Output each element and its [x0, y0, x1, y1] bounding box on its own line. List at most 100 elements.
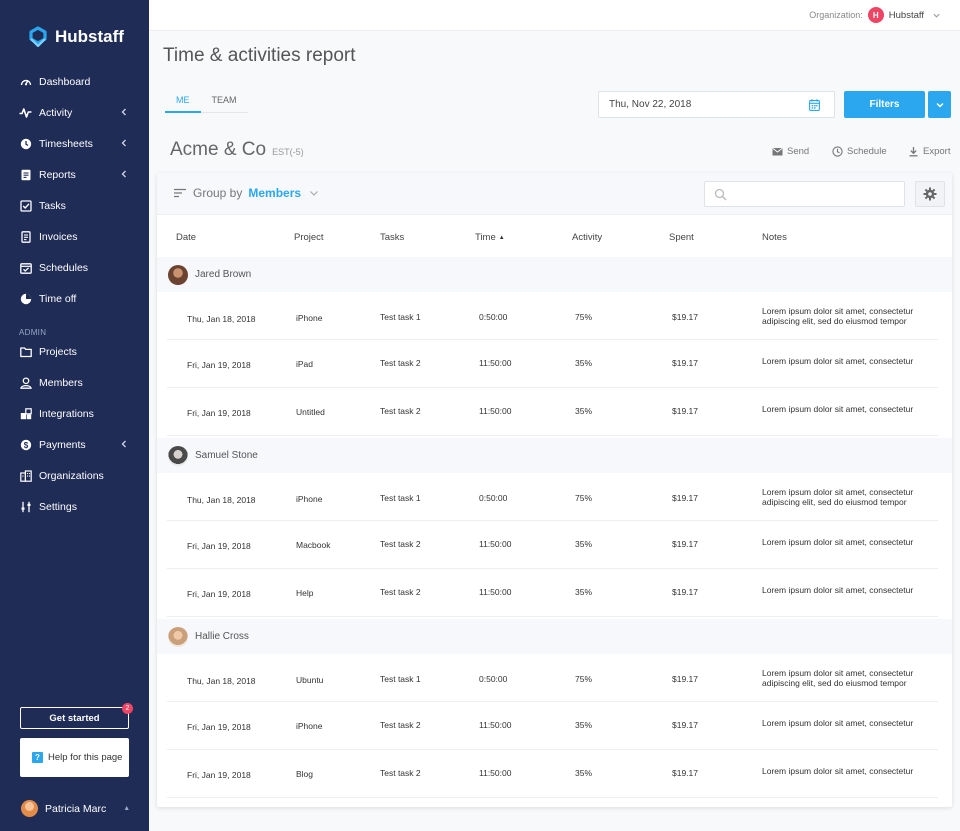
help-icon: ?: [32, 752, 43, 763]
member-name: Jared Brown: [195, 269, 252, 280]
sidebar-item-label: Tasks: [39, 199, 66, 212]
column-tasks[interactable]: Tasks: [380, 232, 405, 243]
export-button[interactable]: Export: [908, 146, 950, 157]
filters-dropdown-button[interactable]: [928, 91, 951, 118]
get-started-button[interactable]: Get started: [20, 707, 129, 729]
table-row[interactable]: Fri, Jan 19, 2018 iPad Test task 2 11:50:00…: [167, 340, 938, 388]
search-field[interactable]: [704, 181, 905, 207]
report-tabs: ME TEAM: [165, 93, 248, 113]
cell-time: 0:50:00: [479, 493, 508, 503]
schedule-label: Schedule: [847, 146, 887, 157]
cell-date: Fri, Jan 19, 2018: [187, 360, 251, 370]
organization-selector[interactable]: Organization: H Hubstaff: [809, 7, 941, 23]
cell-task: Test task 1: [380, 312, 421, 322]
cell-notes: Lorem ipsum dolor sit amet, consectetur: [762, 718, 914, 728]
cell-activity: 75%: [575, 674, 593, 684]
sidebar-item-label: Settings: [39, 500, 77, 513]
help-for-page-button[interactable]: ? Help for this page: [20, 738, 129, 777]
date-value: Thu, Nov 22, 2018: [609, 99, 692, 110]
cell-task: Test task 2: [380, 539, 421, 549]
cell-task: Test task 2: [380, 587, 421, 597]
page-title: Time & activities report: [163, 45, 356, 66]
cell-spent: $19.17: [672, 674, 698, 684]
date-picker[interactable]: Thu, Nov 22, 2018: [598, 91, 835, 118]
sidebar-item-tasks[interactable]: Tasks: [0, 190, 149, 221]
hubstaff-logo-icon: [29, 26, 47, 48]
get-started-badge: 2: [122, 703, 133, 714]
sidebar-item-dashboard[interactable]: Dashboard: [0, 66, 149, 97]
sidebar-item-organizations[interactable]: Organizations: [0, 460, 149, 491]
column-date[interactable]: Date: [176, 232, 197, 243]
sidebar-item-schedules[interactable]: Schedules: [0, 252, 149, 283]
column-time[interactable]: Time ▲: [475, 232, 505, 243]
download-icon: [909, 147, 918, 157]
column-notes[interactable]: Notes: [762, 232, 787, 243]
sidebar-item-activity[interactable]: Activity: [0, 97, 149, 128]
cell-notes: Lorem ipsum dolor sit amet, consectetur: [762, 404, 914, 414]
send-button[interactable]: Send: [772, 146, 809, 157]
user-menu[interactable]: Patricia Marc ▲: [21, 800, 130, 817]
column-spent[interactable]: Spent: [669, 232, 694, 243]
user-name: Patricia Marc: [45, 802, 107, 815]
activity-icon: [19, 106, 32, 119]
group-by-selector[interactable]: Group by Members: [173, 186, 321, 200]
member-group-row: Jared Brown: [157, 257, 952, 292]
sidebar-item-payments[interactable]: $ Payments: [0, 429, 149, 460]
search-input[interactable]: [733, 186, 898, 203]
table-row[interactable]: Thu, Jan 18, 2018 iPhone Test task 1 0:50:0…: [167, 473, 938, 521]
cell-task: Test task 1: [380, 674, 421, 684]
cell-project: iPhone: [296, 313, 323, 323]
sidebar-item-time-off[interactable]: Time off: [0, 283, 149, 314]
cell-spent: $19.17: [672, 768, 698, 778]
cell-activity: 75%: [575, 493, 593, 503]
table-row[interactable]: Thu, Jan 18, 2018 iPhone Test task 1 0:50:0…: [167, 292, 938, 340]
sidebar-admin-nav: Projects Members Integrations $ Payments Orga…: [0, 336, 149, 522]
cell-spent: $19.17: [672, 493, 698, 503]
tab-team[interactable]: TEAM: [211, 95, 237, 105]
table-row[interactable]: Fri, Jan 19, 2018 iPhone Test task 2 11:50:…: [167, 702, 938, 750]
group-by-value: Members: [248, 186, 302, 200]
table-settings-button[interactable]: [915, 181, 945, 207]
sidebar-item-integrations[interactable]: Integrations: [0, 398, 149, 429]
sidebar-item-settings[interactable]: Settings: [0, 491, 149, 522]
hubstaff-logo[interactable]: Hubstaff: [27, 26, 124, 48]
column-activity[interactable]: Activity: [572, 232, 603, 243]
cell-date: Fri, Jan 19, 2018: [187, 722, 251, 732]
table-row[interactable]: Fri, Jan 19, 2018 Help Test task 2 11:50:00…: [167, 569, 938, 617]
cell-date: Thu, Jan 18, 2018: [187, 676, 256, 686]
cell-time: 0:50:00: [479, 312, 508, 322]
cell-date: Fri, Jan 19, 2018: [187, 408, 251, 418]
sidebar-item-reports[interactable]: Reports: [0, 159, 149, 190]
sidebar: Hubstaff Dashboard Activity Timesheets Repo…: [0, 0, 149, 831]
cell-task: Test task 1: [380, 493, 421, 503]
export-label: Export: [923, 146, 951, 157]
chevron-left-icon: [121, 108, 126, 116]
chevron-left-icon: [121, 139, 126, 147]
tab-me[interactable]: ME: [165, 93, 201, 113]
cell-activity: 35%: [575, 768, 593, 778]
filters-button[interactable]: Filters: [844, 91, 925, 118]
sidebar-item-invoices[interactable]: Invoices: [0, 221, 149, 252]
column-project[interactable]: Project: [294, 232, 324, 243]
member-group-row: Samuel Stone: [157, 438, 952, 473]
cell-task: Test task 2: [380, 768, 421, 778]
cell-spent: $19.17: [672, 539, 698, 549]
sidebar-item-projects[interactable]: Projects: [0, 336, 149, 367]
cell-notes: Lorem ipsum dolor sit amet, consectetur: [762, 766, 914, 776]
table-row[interactable]: Thu, Jan 18, 2018 Ubuntu Test task 1 0:50:0…: [167, 654, 938, 702]
cell-project: Blog: [296, 769, 314, 779]
cell-activity: 75%: [575, 312, 593, 322]
gear-icon: [923, 187, 937, 201]
sidebar-item-timesheets[interactable]: Timesheets: [0, 128, 149, 159]
table-row[interactable]: Fri, Jan 19, 2018 Blog Test task 2 11:50:00…: [167, 750, 938, 798]
sidebar-item-members[interactable]: Members: [0, 367, 149, 398]
cell-activity: 35%: [575, 720, 593, 730]
dashboard-icon: [19, 75, 32, 88]
table-row[interactable]: Fri, Jan 19, 2018 Macbook Test task 2 11:50…: [167, 521, 938, 569]
schedule-button[interactable]: Schedule: [832, 146, 887, 157]
chevron-down-icon: [933, 13, 940, 18]
cell-date: Fri, Jan 19, 2018: [187, 589, 251, 599]
caret-up-icon: ▲: [123, 805, 131, 812]
table-row[interactable]: Fri, Jan 19, 2018 Untitled Test task 2 11:5…: [167, 388, 938, 436]
search-icon: [714, 188, 727, 201]
